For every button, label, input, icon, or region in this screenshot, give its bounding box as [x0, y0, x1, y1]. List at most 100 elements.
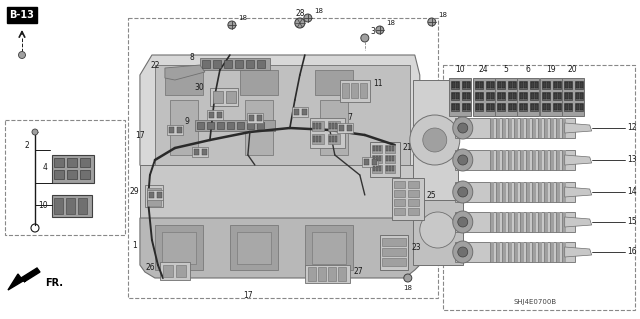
- Circle shape: [458, 247, 468, 257]
- Circle shape: [304, 14, 312, 22]
- Bar: [392, 166, 394, 171]
- Bar: [502, 242, 506, 262]
- Bar: [207, 122, 214, 129]
- Bar: [302, 109, 307, 115]
- Text: 18: 18: [403, 285, 412, 291]
- Bar: [514, 150, 518, 170]
- Bar: [376, 156, 378, 161]
- Text: 7: 7: [348, 114, 353, 122]
- Text: 4: 4: [43, 164, 48, 173]
- Bar: [455, 212, 575, 232]
- Bar: [535, 93, 538, 99]
- Bar: [496, 118, 500, 138]
- Bar: [149, 192, 154, 198]
- Bar: [547, 104, 550, 110]
- Bar: [340, 80, 370, 102]
- Bar: [380, 235, 408, 270]
- Bar: [550, 242, 554, 262]
- Bar: [382, 238, 406, 246]
- Text: 10: 10: [38, 202, 48, 211]
- Bar: [451, 103, 459, 111]
- Bar: [576, 82, 579, 88]
- Bar: [373, 166, 375, 171]
- Bar: [520, 150, 524, 170]
- Bar: [386, 166, 388, 171]
- Bar: [80, 158, 90, 167]
- Text: 17: 17: [135, 130, 145, 139]
- Bar: [547, 82, 550, 88]
- Bar: [502, 104, 505, 110]
- Bar: [385, 165, 395, 173]
- Bar: [487, 82, 490, 88]
- Bar: [495, 78, 516, 116]
- Bar: [535, 104, 538, 110]
- Bar: [155, 65, 410, 165]
- Bar: [497, 103, 505, 111]
- Bar: [379, 146, 381, 151]
- Bar: [192, 147, 208, 157]
- Bar: [530, 103, 538, 111]
- Bar: [476, 82, 479, 88]
- Text: 26: 26: [145, 263, 155, 272]
- Bar: [200, 58, 270, 70]
- Bar: [66, 198, 75, 214]
- Bar: [553, 81, 561, 89]
- Bar: [538, 182, 541, 202]
- Bar: [257, 60, 265, 68]
- Bar: [315, 70, 353, 95]
- Bar: [167, 125, 183, 135]
- Bar: [165, 70, 203, 95]
- Bar: [389, 146, 391, 151]
- Text: 2: 2: [33, 9, 37, 18]
- Bar: [513, 82, 516, 88]
- Bar: [217, 112, 222, 118]
- Bar: [210, 88, 238, 106]
- Bar: [237, 232, 271, 264]
- Bar: [487, 104, 490, 110]
- Bar: [235, 60, 243, 68]
- Bar: [312, 134, 324, 144]
- Bar: [532, 182, 536, 202]
- Bar: [52, 155, 94, 183]
- Bar: [531, 104, 534, 110]
- Bar: [538, 150, 541, 170]
- Bar: [257, 115, 262, 121]
- Bar: [78, 198, 87, 214]
- Bar: [305, 225, 353, 270]
- Bar: [452, 93, 455, 99]
- Ellipse shape: [452, 211, 473, 233]
- Bar: [575, 103, 582, 111]
- Bar: [562, 242, 566, 262]
- Bar: [413, 80, 458, 200]
- Bar: [575, 81, 582, 89]
- Bar: [550, 150, 554, 170]
- Bar: [544, 242, 548, 262]
- Bar: [538, 118, 541, 138]
- Bar: [456, 104, 459, 110]
- Bar: [480, 93, 483, 99]
- Bar: [557, 104, 561, 110]
- Bar: [209, 112, 214, 118]
- Text: 9: 9: [184, 117, 189, 127]
- Text: 8: 8: [189, 54, 194, 63]
- Bar: [562, 118, 566, 138]
- Bar: [486, 92, 493, 100]
- Bar: [140, 165, 420, 220]
- Bar: [230, 225, 278, 270]
- Text: 24: 24: [479, 65, 488, 75]
- Bar: [382, 258, 406, 266]
- Bar: [541, 92, 550, 100]
- Bar: [519, 92, 527, 100]
- Bar: [520, 82, 523, 88]
- Polygon shape: [564, 155, 592, 165]
- Text: 18: 18: [438, 12, 447, 18]
- Bar: [569, 104, 572, 110]
- Bar: [54, 158, 64, 167]
- Text: 18: 18: [238, 15, 247, 21]
- Bar: [170, 100, 198, 155]
- Text: 29: 29: [129, 188, 139, 197]
- Bar: [207, 110, 223, 120]
- Text: 6: 6: [525, 65, 530, 75]
- Bar: [462, 81, 470, 89]
- Text: 30: 30: [194, 84, 204, 93]
